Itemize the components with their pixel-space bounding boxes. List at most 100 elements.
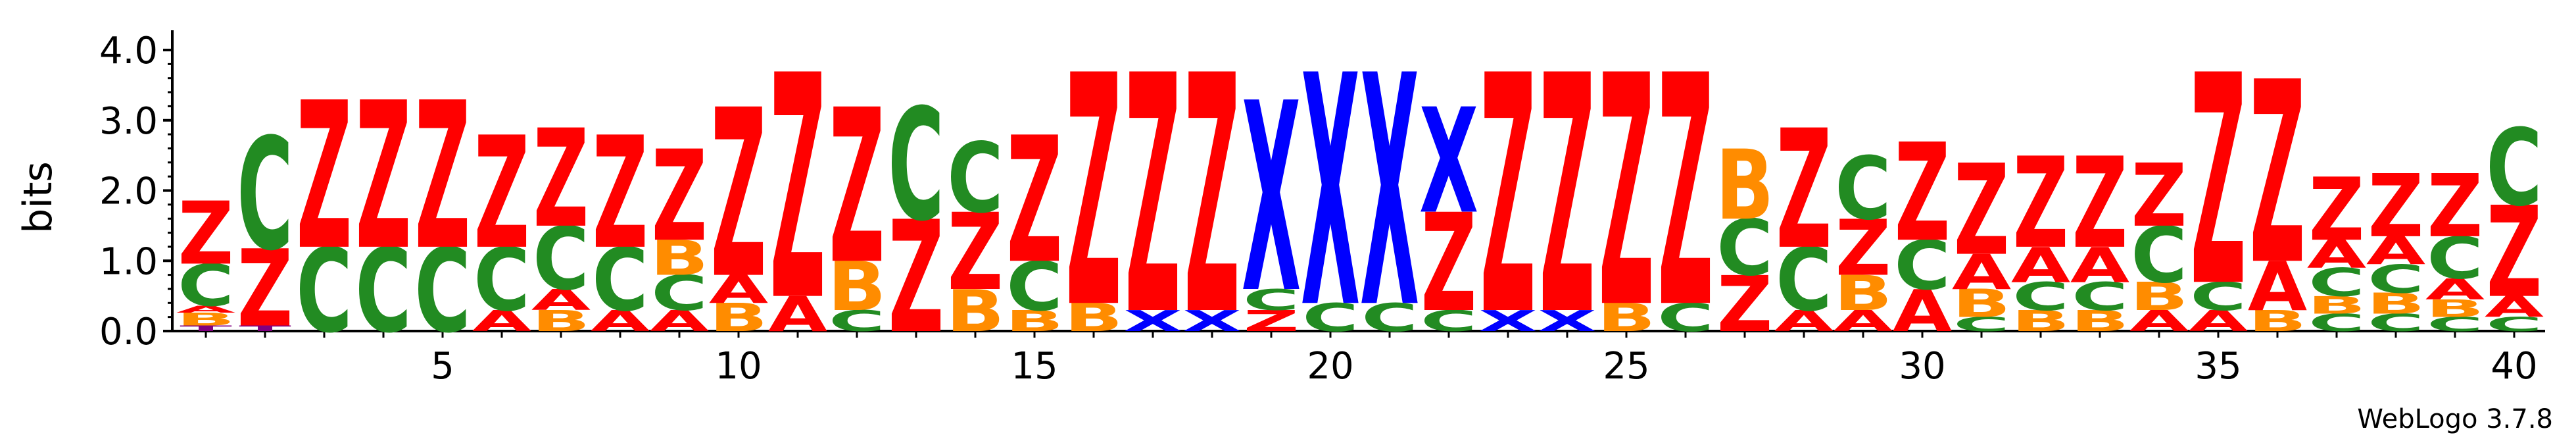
axes: 0.0 1.0 2.0 3.0 4.0 5 10 15 20 25 30 35 40 xyxy=(99,30,2545,388)
logo-letter-X: X xyxy=(1301,8,1360,378)
letter-stack-3: CZ xyxy=(296,59,352,359)
letter-stack-4: CZ xyxy=(355,59,412,359)
letter-stack-15: BCZ xyxy=(1006,101,1064,338)
y-tick-label: 1.0 xyxy=(99,240,158,283)
logo-letter-C: C xyxy=(1776,230,1832,330)
logo-letter-Z: Z xyxy=(2072,132,2128,277)
logo-letter-A: A xyxy=(2011,238,2070,294)
logo-letter-T: T xyxy=(239,324,291,333)
logo-letter-Z: Z xyxy=(770,11,826,369)
logo-letter-X: X xyxy=(1242,48,1301,351)
logo-letter-Z: Z xyxy=(1244,304,1300,338)
logo-letter-C: C xyxy=(651,265,708,321)
logo-letter-C: C xyxy=(2190,274,2247,319)
logo-letter-Z: Z xyxy=(1480,7,1536,388)
logo-letter-B: B xyxy=(946,278,1005,345)
logo-letter-X: X xyxy=(1123,304,1182,338)
logo-letter-A: A xyxy=(709,267,768,312)
logo-letter-C: C xyxy=(2072,274,2128,319)
x-tick-label: 35 xyxy=(2195,345,2241,388)
logo-letter-B: B xyxy=(1834,265,1893,321)
logo-letter-A: A xyxy=(1893,278,1952,345)
logo-letter-B: B xyxy=(2367,286,2425,320)
logo-letter-C: C xyxy=(1361,295,1418,340)
logo-letter-C: C xyxy=(474,230,530,330)
logo-letter-A: A xyxy=(2189,304,2248,338)
logo-letter-A: A xyxy=(768,286,827,342)
logo-letter-A: A xyxy=(1834,304,1893,338)
logo-letter-C: C xyxy=(2368,257,2424,301)
logo-letter-B: B xyxy=(2248,304,2307,338)
letter-stack-18: XZ xyxy=(1182,7,1242,388)
logo-letter-T: T xyxy=(180,324,232,333)
logo-letter-Z: Z xyxy=(178,184,234,284)
logo-letter-A: A xyxy=(2425,272,2485,306)
logo-letter-Z: Z xyxy=(474,103,530,283)
letter-stack-19: ZCX xyxy=(1242,48,1301,351)
logo-letter-Z: Z xyxy=(2368,157,2424,257)
logo-letter-C: C xyxy=(888,76,944,255)
letter-stack-22: CZX xyxy=(1419,78,1478,342)
logo-letter-C: C xyxy=(2486,107,2542,230)
x-tick-label: 40 xyxy=(2491,345,2537,388)
logo-letter-Z: Z xyxy=(237,228,293,351)
logo-letter-B: B xyxy=(2308,292,2366,319)
x-tick-label: 30 xyxy=(1899,345,1945,388)
logo-letter-Z: Z xyxy=(2309,161,2365,261)
logo-letter-A: A xyxy=(1774,304,1834,338)
logo-letter-Z: Z xyxy=(1184,7,1240,388)
letter-stack-24: XZ xyxy=(1538,7,1597,388)
y-tick-label: 4.0 xyxy=(99,30,158,72)
logo-letter-A: A xyxy=(2366,228,2425,273)
logo-letter-Z: Z xyxy=(1066,8,1122,378)
logo-letter-Z: Z xyxy=(593,103,648,283)
logo-letter-Z: Z xyxy=(1717,260,1773,349)
letter-stack-20: CX xyxy=(1301,8,1360,378)
logo-letter-A: A xyxy=(2485,290,2544,324)
letter-stack-25: BZ xyxy=(1597,8,1656,378)
logo-letter-B: B xyxy=(1953,281,2011,326)
x-tick-label: 20 xyxy=(1307,345,1353,388)
logo-letter-X: X xyxy=(1419,78,1478,246)
logo-letter-B: B xyxy=(177,309,235,330)
x-tick-label: 15 xyxy=(1011,345,1057,388)
logo-letter-Z: Z xyxy=(2250,30,2306,321)
logo-letter-Z: Z xyxy=(415,59,471,294)
logo-letter-C: C xyxy=(2308,260,2365,305)
weblogo-version-footer: WebLogo 3.7.8 xyxy=(2357,404,2553,434)
letter-stack-23: XZ xyxy=(1478,7,1538,388)
logo-letter-Z: Z xyxy=(533,101,589,258)
logo-letter-C: C xyxy=(1657,295,1714,340)
logo-letter-C: C xyxy=(296,225,352,359)
logo-letter-A: A xyxy=(472,304,531,338)
logo-letter-Z: Z xyxy=(297,59,352,294)
logo-letter-C: C xyxy=(1421,304,1477,338)
letter-stack-14: BZC xyxy=(946,123,1005,346)
letter-stack-12: CBZ xyxy=(828,65,887,338)
logo-letter-B: B xyxy=(2130,274,2189,319)
letter-stack-8: ACZ xyxy=(591,103,650,338)
letter-stack-26: CZ xyxy=(1657,8,1714,378)
y-tick-label: 0.0 xyxy=(99,311,158,353)
letter-stack-13: ZC xyxy=(888,76,944,368)
y-axis-label: bits xyxy=(15,161,61,234)
letter-stack-35: ACZ xyxy=(2189,14,2248,350)
logo-letter-C: C xyxy=(1006,247,1063,326)
logo-letter-B: B xyxy=(2012,304,2070,338)
logo-letter-C: C xyxy=(1835,140,1891,240)
logo-letter-Z: Z xyxy=(1658,8,1714,378)
y-ticks: 0.0 1.0 2.0 3.0 4.0 xyxy=(99,30,172,353)
logo-letter-Z: Z xyxy=(2013,132,2069,277)
logo-letter-C: C xyxy=(2012,274,2069,319)
letter-stack-28: ACZ xyxy=(1774,95,1834,338)
logo-letter-Z: Z xyxy=(2427,157,2483,257)
logo-letter-A: A xyxy=(591,304,650,338)
